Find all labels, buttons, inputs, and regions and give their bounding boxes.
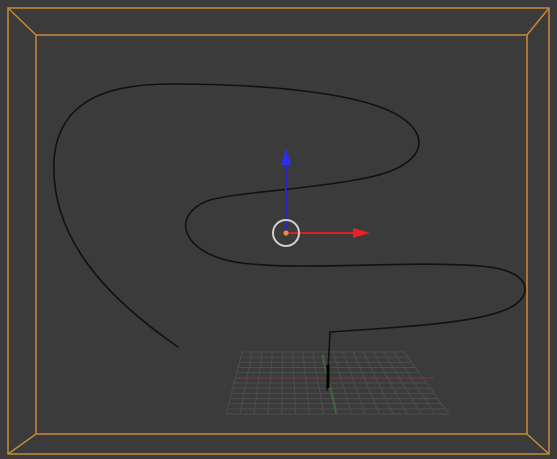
camera-frame-corner-br <box>526 433 550 455</box>
camera-frame-inner <box>35 34 528 435</box>
bezier-curve[interactable] <box>53 83 526 391</box>
pivot-cursor-icon[interactable] <box>272 219 300 247</box>
camera-frame <box>7 7 550 455</box>
gizmo-x-arrow-icon[interactable] <box>353 228 370 238</box>
transform-gizmo[interactable] <box>272 148 370 247</box>
gizmo-z-arrow-icon[interactable] <box>281 148 291 165</box>
camera-frame-outer <box>7 7 550 455</box>
object-origin-icon[interactable] <box>283 230 289 236</box>
camera-frame-corner-tr <box>526 7 550 36</box>
camera-frame-corner-bl <box>7 433 37 455</box>
camera-frame-corner-tl <box>7 7 37 36</box>
